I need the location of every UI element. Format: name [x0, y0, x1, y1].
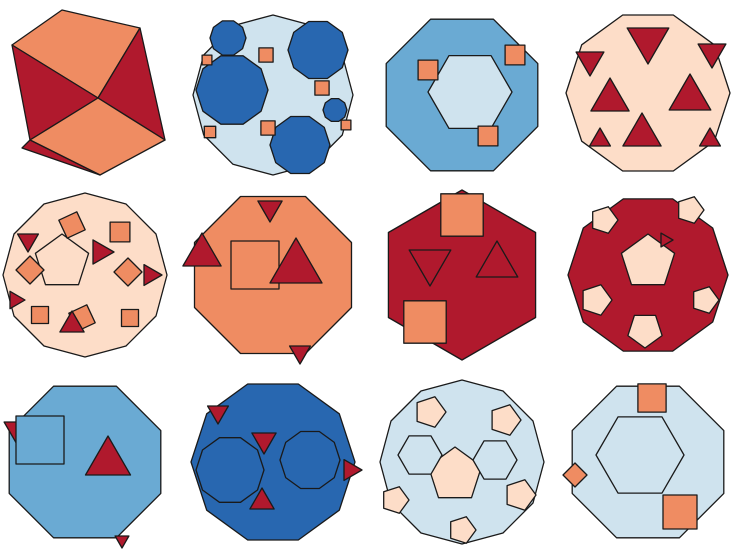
truncated-icosahedron — [379, 379, 545, 545]
face — [626, 27, 670, 65]
face — [203, 125, 217, 139]
face — [251, 432, 277, 455]
face — [195, 55, 269, 125]
face — [383, 486, 410, 514]
face — [397, 435, 443, 475]
face — [109, 221, 131, 243]
rhombicosidodecahedron — [2, 192, 168, 358]
face — [592, 206, 619, 234]
face — [206, 405, 230, 425]
icosahedron — [387, 189, 537, 361]
face — [258, 47, 274, 63]
face — [504, 44, 526, 66]
icosidodecahedron — [565, 14, 731, 172]
face — [697, 43, 727, 69]
face — [693, 286, 720, 314]
snub-dodecahedron — [567, 196, 729, 352]
face — [120, 308, 140, 328]
face — [477, 125, 499, 147]
face — [450, 516, 477, 544]
face — [30, 305, 50, 325]
face — [209, 20, 247, 56]
truncated-icosidodecahedron — [192, 14, 354, 176]
face — [595, 416, 685, 494]
face — [34, 233, 90, 286]
face — [21, 139, 101, 176]
face — [279, 430, 341, 490]
face — [506, 479, 537, 511]
face — [15, 415, 65, 465]
face — [416, 396, 447, 428]
truncated-octahedron — [385, 18, 539, 172]
face — [322, 97, 348, 123]
face — [588, 127, 612, 147]
face — [660, 232, 674, 248]
face — [84, 435, 132, 476]
truncated-octahedron-2 — [562, 383, 725, 539]
face — [343, 458, 363, 482]
face — [249, 487, 275, 510]
face — [408, 249, 452, 287]
face — [314, 80, 330, 96]
face — [92, 239, 115, 265]
face — [16, 233, 40, 253]
face — [417, 59, 439, 81]
face — [288, 345, 312, 365]
face — [440, 193, 484, 237]
face — [562, 462, 588, 488]
face — [403, 300, 447, 344]
face — [678, 196, 705, 224]
face — [698, 127, 722, 147]
face — [257, 200, 283, 223]
face — [575, 51, 605, 77]
face — [114, 535, 130, 549]
face — [668, 73, 712, 111]
cuboctahedron — [11, 9, 166, 176]
face — [143, 263, 163, 287]
face — [637, 383, 667, 413]
face — [195, 437, 265, 503]
face — [15, 255, 45, 285]
face — [287, 20, 349, 80]
face — [113, 257, 143, 287]
face — [9, 290, 26, 310]
truncated-dodecahedron — [190, 383, 363, 541]
face — [590, 77, 630, 112]
face — [622, 112, 662, 147]
face — [475, 240, 519, 278]
face — [201, 54, 213, 66]
face — [269, 115, 331, 175]
face — [58, 211, 86, 239]
face — [472, 440, 518, 480]
face — [491, 404, 522, 436]
face — [182, 232, 222, 267]
face — [582, 284, 613, 316]
face — [230, 240, 280, 290]
face — [662, 494, 698, 530]
face — [260, 120, 276, 136]
face — [269, 237, 323, 284]
rhombicuboctahedron — [182, 195, 353, 365]
face — [340, 119, 352, 131]
truncated-cube — [3, 385, 162, 549]
face — [627, 314, 663, 349]
face — [59, 310, 85, 333]
face — [565, 14, 731, 172]
